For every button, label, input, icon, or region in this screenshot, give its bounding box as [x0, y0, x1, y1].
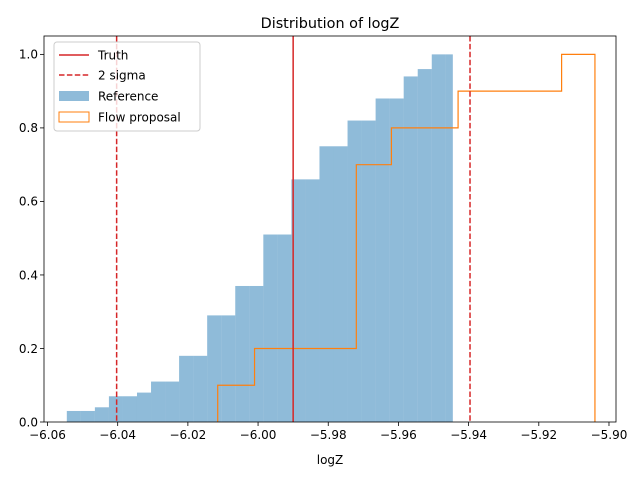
y-tick-label: 0.4: [19, 268, 38, 282]
legend-reference-swatch: [59, 91, 89, 101]
reference-bar: [193, 355, 208, 422]
reference-bar: [263, 234, 278, 422]
chart-title: Distribution of logZ: [261, 16, 400, 32]
legend-two-sigma-label: 2 sigma: [98, 68, 146, 82]
reference-bar: [291, 179, 306, 422]
legend-box: [53, 41, 201, 132]
reference-bar: [347, 120, 362, 423]
legend: Truth 2 sigma Reference Flow proposal: [53, 41, 201, 132]
x-tick-label: −6.00: [240, 428, 277, 442]
reference-bar: [389, 98, 404, 422]
y-tick-label: 0.8: [19, 121, 38, 135]
legend-flow-label: Flow proposal: [98, 110, 181, 124]
y-tick-label: 0.6: [19, 195, 38, 209]
x-tick-label: −5.98: [310, 428, 347, 442]
x-tick-label: −5.94: [450, 428, 487, 442]
x-tick-label: −6.02: [169, 428, 206, 442]
reference-bar: [375, 98, 390, 422]
plot-area: [66, 36, 596, 423]
x-tick-label: −5.90: [591, 428, 628, 442]
reference-bar: [319, 146, 334, 423]
x-tick-label: −5.96: [380, 428, 417, 442]
reference-bar: [221, 315, 236, 422]
y-tick-label: 0.2: [19, 342, 38, 356]
reference-bar: [136, 392, 152, 422]
reference-bar: [94, 407, 109, 422]
flow-proposal-step: [217, 53, 596, 422]
reference-bar: [361, 120, 376, 423]
y-tick-label: 0.0: [19, 415, 38, 429]
reference-bar: [431, 54, 446, 422]
reference-bar: [305, 179, 320, 422]
reference-bar: [235, 285, 250, 422]
reference-bar: [417, 69, 432, 422]
x-tick-label: −6.06: [29, 428, 66, 442]
reference-bar: [151, 381, 166, 422]
reference-bar: [207, 315, 222, 422]
legend-truth-label: Truth: [97, 48, 128, 62]
reference-bar: [277, 234, 292, 422]
reference-bar: [445, 54, 453, 422]
y-tick-label: 1.0: [19, 48, 38, 62]
reference-bar: [179, 355, 194, 422]
reference-bar: [249, 285, 264, 422]
x-tick-label: −5.92: [520, 428, 557, 442]
x-tick-label: −6.04: [99, 428, 136, 442]
legend-reference-label: Reference: [98, 89, 158, 103]
reference-bar: [165, 381, 180, 422]
reference-bar: [80, 410, 95, 422]
axes-frame: [43, 35, 617, 423]
reference-bar: [66, 410, 81, 422]
reference-bar: [333, 146, 348, 423]
legend-flow-swatch: [58, 111, 90, 123]
x-axis-label: logZ: [317, 453, 344, 467]
reference-bar: [403, 76, 418, 422]
reference-bar: [122, 396, 137, 422]
axes: −6.06 −6.04 −6.02 −6.00 −5.98 −5.96 −5.94 −5.92…: [19, 35, 628, 442]
